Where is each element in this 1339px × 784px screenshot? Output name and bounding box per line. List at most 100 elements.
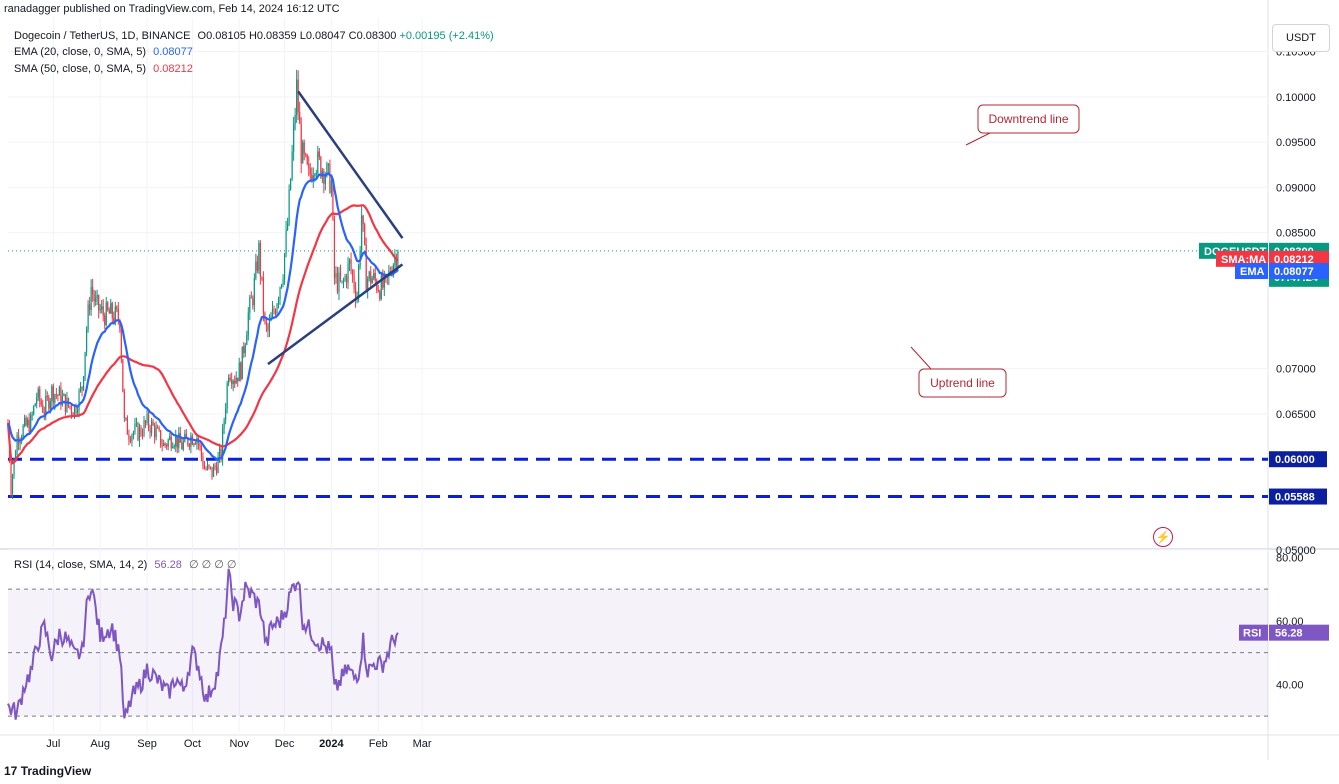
candle-body <box>199 443 201 446</box>
sma-tag-label-text: SMA:MA <box>1221 254 1266 266</box>
candle-body <box>214 465 216 467</box>
candle-body <box>193 443 195 445</box>
candle-body <box>11 475 14 495</box>
candle-body <box>79 386 82 391</box>
candle-body <box>252 298 254 306</box>
candle-body <box>205 469 207 471</box>
candle-body <box>235 377 237 384</box>
candle-body <box>43 412 45 415</box>
candle-body <box>200 445 203 457</box>
candle-body <box>135 423 138 425</box>
sma-legend[interactable]: SMA (50, close, 0, SMA, 5) 0.08212 <box>14 63 193 75</box>
rsi-legend[interactable]: RSI (14, close, SMA, 14, 2) 56.28 ∅ ∅ ∅ … <box>14 558 236 571</box>
candle-body <box>354 288 357 300</box>
candle-body <box>92 287 94 295</box>
rsi-legend-label: RSI (14, close, SMA, 14, 2) <box>14 559 148 571</box>
y-tick-label: 0.09500 <box>1276 137 1316 149</box>
candle-body <box>81 386 83 390</box>
candle-body <box>146 413 148 424</box>
ema-tag-label-bg <box>1235 263 1268 280</box>
sma50-line <box>6 204 399 465</box>
candle-body <box>294 114 296 125</box>
candle-body <box>152 421 154 426</box>
candle-body <box>397 250 399 268</box>
symbol-legend: Dogecoin / TetherUS, 1D, BINANCE O0.0810… <box>14 30 494 42</box>
candle-body <box>46 395 48 397</box>
ema-tag-label-text: EMA <box>1240 266 1265 278</box>
candle-body <box>10 459 12 495</box>
candle-body <box>238 362 240 382</box>
candle-body <box>345 276 348 283</box>
ema-legend-label: EMA (20, close, 0, SMA, 5) <box>14 46 147 58</box>
rsi-line <box>7 568 399 720</box>
support-tag-label: 0.05588 <box>1275 492 1315 504</box>
candle-body <box>299 112 301 124</box>
chart-overlays <box>8 250 1268 499</box>
candle-body <box>173 446 175 448</box>
candle-body <box>323 170 325 184</box>
lightning-icon[interactable]: ⚡ <box>1153 527 1173 547</box>
candle-body <box>25 417 27 426</box>
ema-tag-value-text: 0.08077 <box>1274 266 1314 278</box>
candle-body <box>255 261 257 279</box>
price-axis: Jul Aug Sep Oct Nov Dec 2024 Feb Mar0.105000.100… <box>46 47 1329 750</box>
candle-body <box>259 243 261 277</box>
candle-body <box>98 295 100 311</box>
candle-body <box>58 387 60 396</box>
candle-body <box>368 271 370 279</box>
y-tick-label: 0.10000 <box>1276 92 1316 104</box>
candle-body <box>155 427 157 438</box>
candle-body <box>209 466 212 468</box>
candle-body <box>241 346 243 380</box>
candle-body <box>181 442 183 450</box>
candle-body <box>395 257 398 268</box>
candle-body <box>229 377 231 380</box>
ema-legend[interactable]: EMA (20, close, 0, SMA, 5) 0.08077 <box>14 46 193 58</box>
ema-legend-value: 0.08077 <box>153 46 193 58</box>
candle-body <box>27 419 29 426</box>
candle-body <box>167 439 169 447</box>
candle-body <box>42 404 44 413</box>
candle-body <box>315 172 317 175</box>
ohlc-close: C0.08300 <box>348 30 397 42</box>
candle-body <box>84 351 86 377</box>
downtrend-callout-box <box>977 104 1080 134</box>
candle-body <box>253 278 255 306</box>
candle-body <box>256 261 258 271</box>
candle-body <box>138 427 141 441</box>
candle-body <box>22 425 24 438</box>
candle-body <box>202 456 204 467</box>
candle-body <box>110 303 112 314</box>
candle-body <box>101 306 103 310</box>
candle-body <box>215 466 218 473</box>
candle-body <box>190 435 192 447</box>
candle-body <box>348 259 351 264</box>
candle-body <box>158 428 160 431</box>
downtrend-callout-label: Downtrend line <box>988 112 1068 126</box>
uptrend-callout-label: Uptrend line <box>930 376 995 390</box>
candle-body <box>271 309 274 318</box>
candle-body <box>125 417 127 419</box>
candle-body <box>318 151 320 158</box>
candle-body <box>276 304 278 314</box>
candle-body <box>89 304 91 310</box>
currency-button[interactable]: USDT <box>1272 24 1330 52</box>
candle-body <box>49 400 51 409</box>
candle-body <box>63 394 65 397</box>
candle-body <box>153 425 156 438</box>
candle-body <box>13 458 15 476</box>
candle-body <box>314 174 316 176</box>
candle-body <box>258 243 260 271</box>
candle-body <box>306 155 308 165</box>
candle-body <box>288 189 290 224</box>
candle-body <box>302 142 304 164</box>
candle-body <box>185 433 187 438</box>
candle-body <box>52 386 54 403</box>
candle-body <box>285 229 287 254</box>
candle-body <box>261 276 263 279</box>
candle-body <box>240 362 242 380</box>
candle-body <box>107 302 109 310</box>
candle-body <box>394 257 396 265</box>
